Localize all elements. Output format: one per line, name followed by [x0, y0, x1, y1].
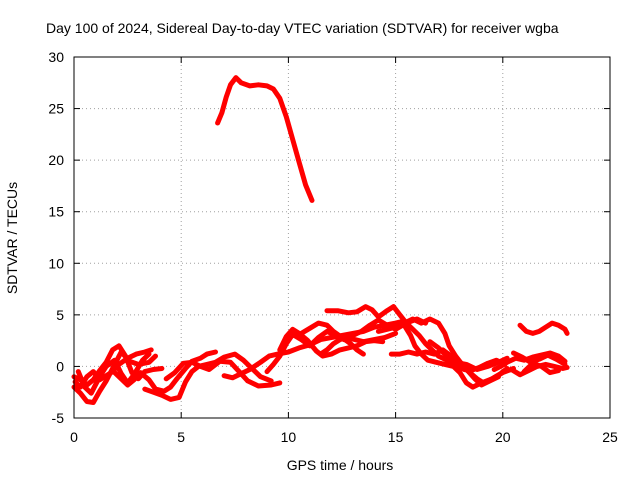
x-axis-label: GPS time / hours — [287, 457, 394, 473]
series-line-arc-high — [215, 75, 315, 203]
x-tick-label: 10 — [281, 429, 297, 445]
series-line-arc-t — [521, 360, 561, 376]
series-line-arc-s — [511, 350, 568, 367]
series-line-arc-k — [318, 330, 399, 357]
y-tick-label: 0 — [56, 358, 64, 374]
y-tick-label: 5 — [56, 307, 64, 323]
series-line-arc-d — [112, 349, 218, 394]
y-axis-label: SDTVAR / TECUs — [4, 182, 20, 294]
x-tick-label: 20 — [495, 429, 511, 445]
series-line-arc-j — [290, 320, 366, 357]
series-line-arc-o — [401, 322, 516, 390]
x-tick-label: 5 — [177, 429, 185, 445]
data-series — [71, 75, 570, 405]
series-line-arc-p — [427, 339, 508, 374]
y-tick-label: 15 — [48, 204, 64, 220]
series-line-arc-l — [324, 304, 510, 372]
series-line-arc-f — [163, 358, 283, 389]
x-axis-ticks: 0 5 10 15 20 25 — [70, 57, 618, 445]
series-line-arc-v — [72, 347, 154, 390]
x-tick-label: 15 — [388, 429, 404, 445]
series-line-arc-u — [517, 320, 570, 336]
chart-title: Day 100 of 2024, Sidereal Day-to-day VTE… — [46, 20, 559, 36]
y-tick-label: -5 — [52, 410, 65, 426]
y-tick-label: 30 — [48, 49, 64, 65]
y-tick-label: 10 — [48, 255, 64, 271]
x-tick-label: 25 — [602, 429, 618, 445]
plot-frame — [73, 56, 611, 419]
series-line-arc-c — [75, 351, 152, 396]
x-tick-label: 0 — [70, 429, 78, 445]
y-tick-label: 20 — [48, 152, 64, 168]
y-tick-label: 25 — [48, 101, 64, 117]
y-axis-ticks: -5 0 5 10 15 20 25 30 — [48, 49, 610, 426]
